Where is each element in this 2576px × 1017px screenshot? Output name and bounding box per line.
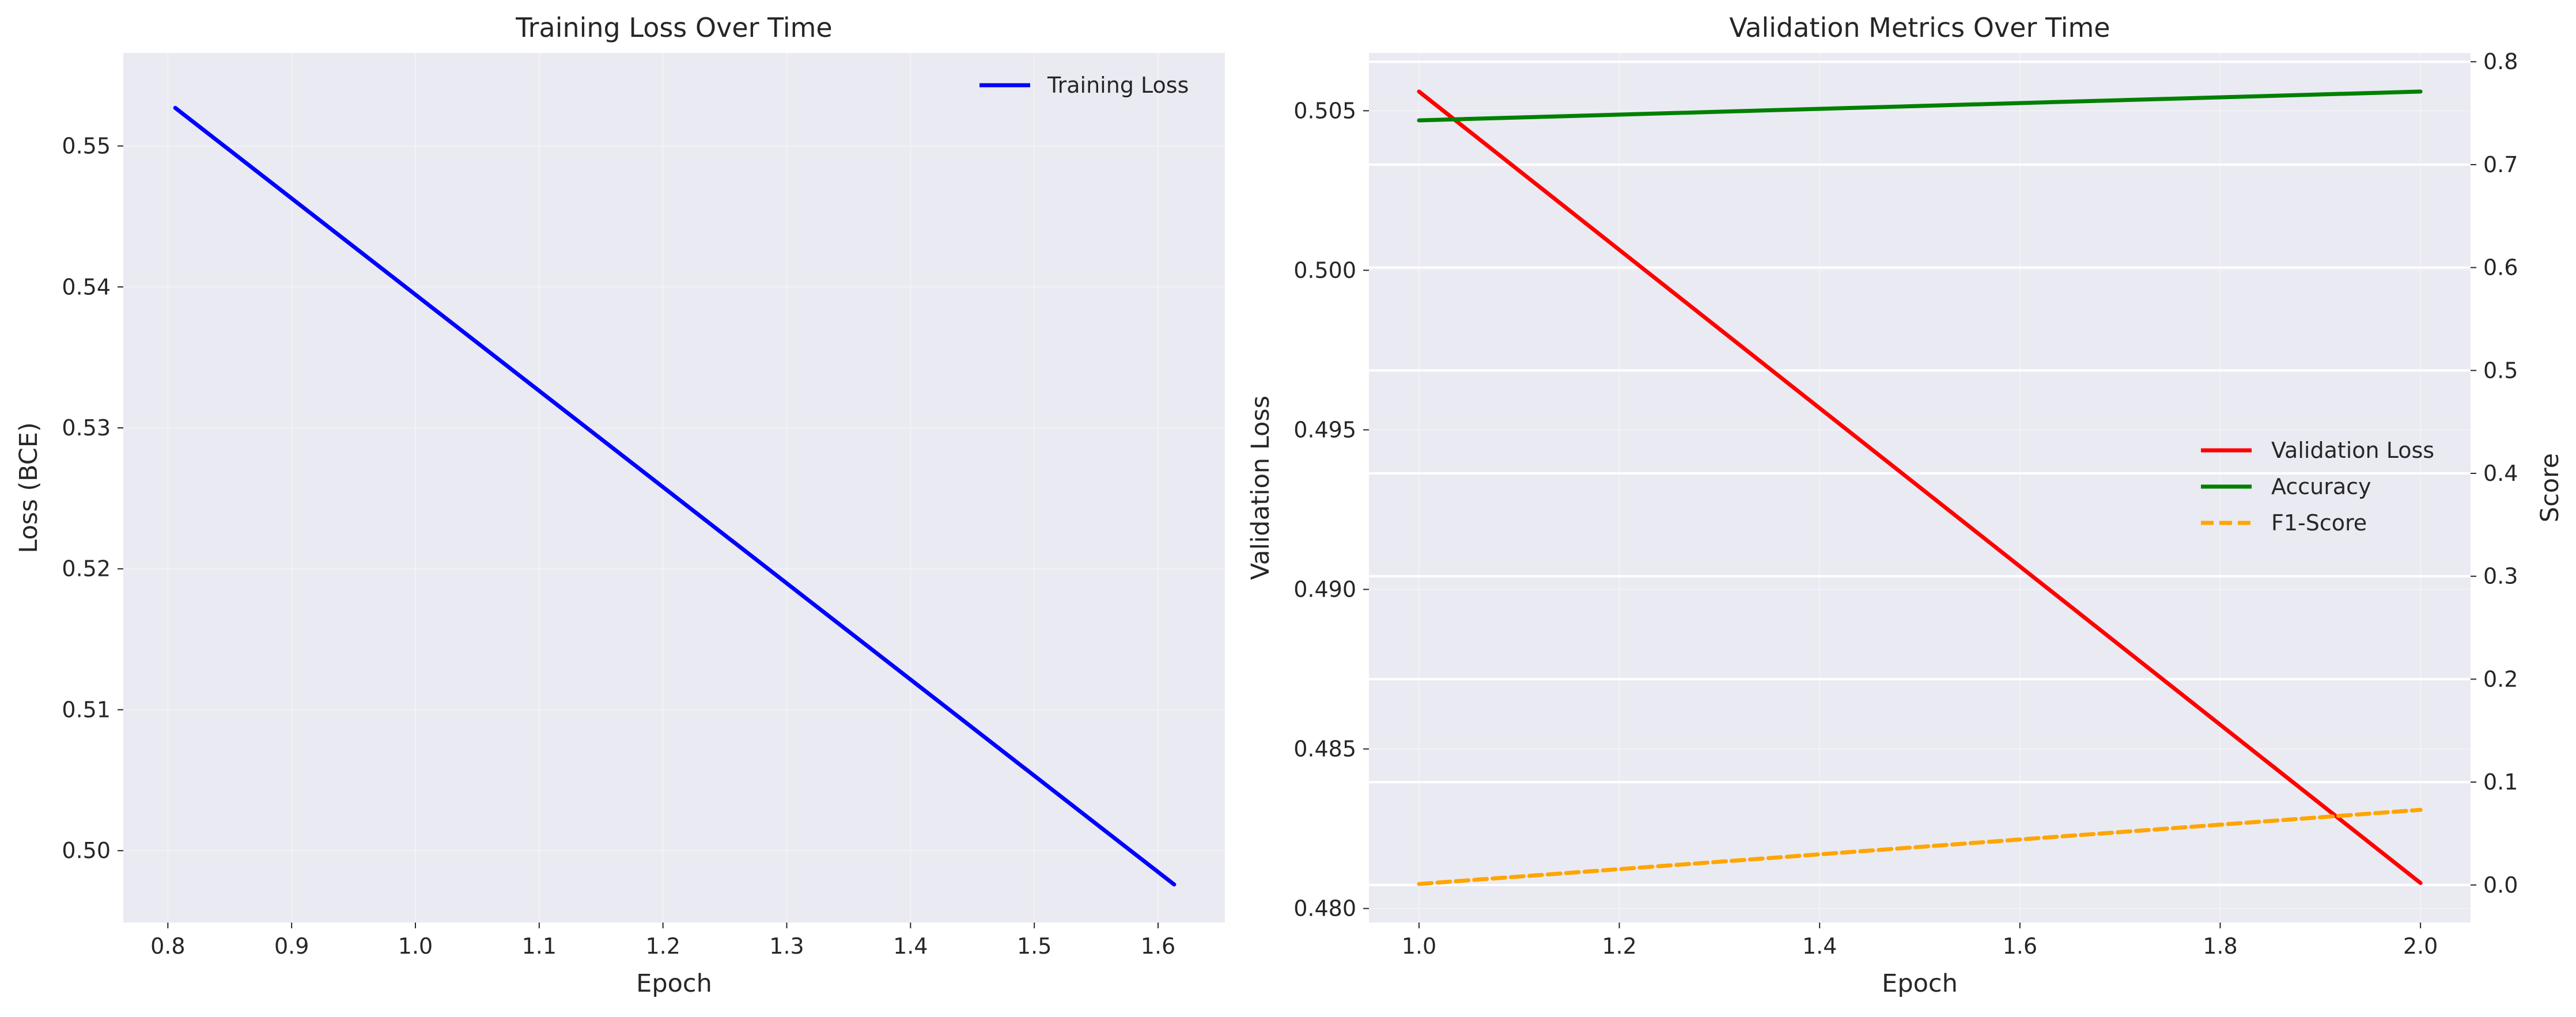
series-line-validation-loss — [1417, 89, 2423, 885]
x-tick-label: 1.6 — [1141, 933, 1175, 959]
y-tick-label: 0.55 — [62, 134, 111, 159]
y-tick-label: 0.500 — [1293, 257, 1356, 283]
score-tick-label: 0.8 — [2483, 49, 2518, 74]
x-tick-label: 1.2 — [645, 933, 680, 959]
x-tick-label: 1.4 — [893, 933, 928, 959]
x-tick-label: 2.0 — [2403, 933, 2438, 959]
score-tick-label: 0.3 — [2483, 564, 2518, 589]
training-legend: Training Loss — [979, 73, 1189, 98]
x-tick-label: 1.8 — [2203, 933, 2237, 959]
validation-right-y-ticks: 0.0 0.1 0.2 0.3 0.4 0.5 0.6 0.7 0.8 — [2471, 49, 2518, 898]
x-tick-label: 1.1 — [522, 933, 557, 959]
legend-label-accuracy: Accuracy — [2271, 474, 2371, 499]
training-x-axis-label: Epoch — [636, 969, 712, 998]
validation-series — [1417, 89, 2423, 886]
legend-label-f1-score: F1-Score — [2271, 510, 2367, 536]
x-tick-label: 1.6 — [2003, 933, 2037, 959]
validation-left-y-ticks: 0.480 0.485 0.490 0.495 0.500 0.505 — [1293, 98, 1369, 921]
validation-x-ticks: 1.0 1.2 1.4 1.6 1.8 2.0 — [1402, 923, 2438, 959]
score-tick-label: 0.1 — [2483, 769, 2518, 795]
validation-loss-axis-label: Validation Loss — [1246, 396, 1275, 580]
y-tick-label: 0.485 — [1293, 737, 1356, 762]
y-tick-label: 0.505 — [1293, 98, 1356, 123]
y-tick-label: 0.480 — [1293, 896, 1356, 921]
training-series — [173, 105, 1177, 887]
score-tick-label: 0.0 — [2483, 872, 2518, 898]
x-tick-label: 1.0 — [1402, 933, 1436, 959]
x-tick-label: 0.9 — [274, 933, 309, 959]
series-line-training-loss — [173, 105, 1177, 887]
x-tick-label: 1.3 — [769, 933, 804, 959]
score-tick-label: 0.7 — [2483, 152, 2518, 177]
training-x-ticks: 0.8 0.9 1.0 1.1 1.2 1.3 1.4 1.5 1.6 — [150, 923, 1175, 959]
x-tick-label: 1.4 — [1802, 933, 1837, 959]
validation-grid — [1369, 53, 2471, 923]
score-axis-label: Score — [2536, 453, 2564, 522]
score-tick-label: 0.2 — [2483, 666, 2518, 692]
validation-metrics-chart: 1.0 1.2 1.4 1.6 1.8 2.0 0.4800.4850.4900.4950… — [1246, 12, 2564, 998]
training-chart-title: Training Loss Over Time — [515, 12, 832, 43]
x-tick-label: 0.8 — [150, 933, 185, 959]
x-tick-label: 1.2 — [1602, 933, 1636, 959]
x-tick-label: 1.5 — [1017, 933, 1051, 959]
training-y-axis-label: Loss (BCE) — [14, 422, 43, 553]
validation-chart-title: Validation Metrics Over Time — [1729, 12, 2110, 43]
y-tick-label: 0.51 — [62, 697, 111, 722]
training-y-ticks: 0.50 0.51 0.52 0.53 0.54 0.55 — [62, 134, 123, 863]
y-tick-label: 0.54 — [62, 274, 111, 299]
series-line-f1-score — [1417, 807, 2423, 886]
legend-label-validation-loss: Validation Loss — [2271, 438, 2434, 463]
y-tick-label: 0.53 — [62, 415, 111, 441]
validation-legend: Validation Loss Accuracy F1-Score — [2201, 438, 2434, 536]
legend-label-training-loss: Training Loss — [1047, 73, 1189, 98]
score-tick-label: 0.6 — [2483, 255, 2518, 280]
y-tick-label: 0.495 — [1293, 417, 1356, 442]
y-tick-label: 0.52 — [62, 556, 111, 582]
validation-x-axis-label: Epoch — [1882, 969, 1958, 998]
y-tick-label: 0.490 — [1293, 576, 1356, 602]
score-tick-label: 0.4 — [2483, 461, 2518, 486]
series-line-accuracy — [1417, 89, 2423, 123]
x-tick-label: 1.0 — [398, 933, 433, 959]
training-loss-chart: 0.8 0.9 1.0 1.1 1.2 1.3 1.4 1.5 1.6 0.50 0.51 0.52… — [14, 12, 1225, 998]
score-tick-label: 0.5 — [2483, 358, 2518, 383]
y-tick-label: 0.50 — [62, 838, 111, 863]
training-plot-area — [123, 53, 1225, 923]
